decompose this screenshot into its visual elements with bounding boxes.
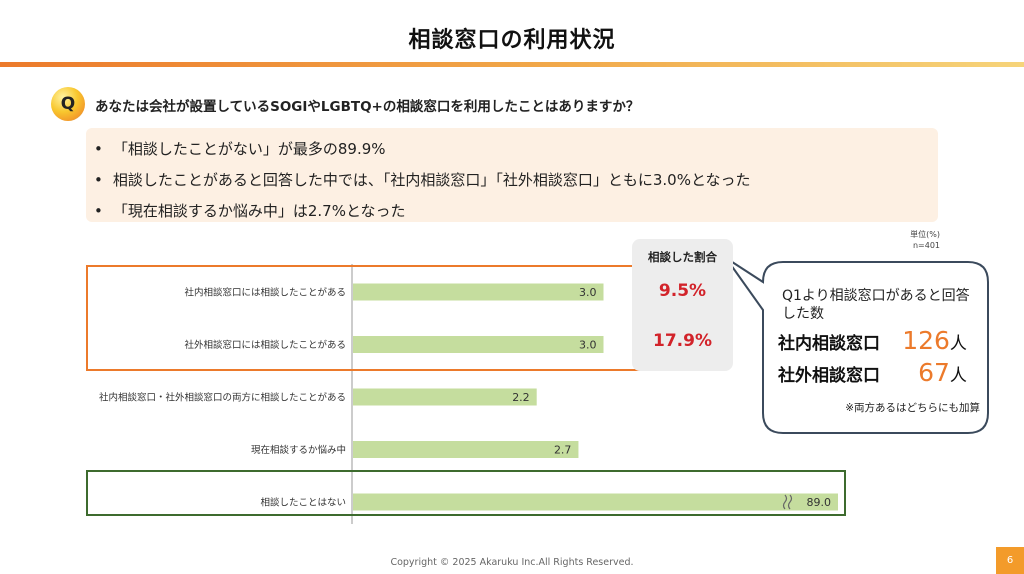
title-underline-bar: [0, 62, 1024, 67]
callout-row-label: 社外相談窓口: [778, 366, 880, 386]
summary-box: 「相談したことがない」が最多の89.9% 相談したことがあると回答した中では、「…: [86, 128, 938, 222]
axis-break-mark: [787, 494, 793, 510]
category-label: 社内相談窓口には相談したことがある: [184, 287, 346, 299]
ratio-value-internal: 9.5%: [658, 281, 707, 301]
category-label: 社内相談窓口・社外相談窓口の両方に相談したことがある: [99, 392, 346, 404]
page-number: 6: [996, 547, 1024, 574]
callout-row-count: 67: [918, 358, 950, 387]
callout-row-label: 社内相談窓口: [778, 334, 880, 354]
highlight-box-green: [86, 470, 846, 516]
value-label: 2.7: [554, 444, 572, 457]
bar: [353, 336, 604, 353]
highlight-box-orange: [86, 265, 650, 371]
value-label: 3.0: [579, 339, 597, 352]
axis-break-mark: [782, 494, 788, 510]
callout-row-external: 社外相談窓口 67人: [778, 358, 967, 387]
callout-intro: Q1より相談窓口があると回答した数: [782, 288, 970, 322]
category-label: 現在相談するか悩み中: [251, 444, 346, 456]
question-badge-icon: Q: [51, 87, 85, 121]
copyright: Copyright © 2025 Akaruku Inc.All Rights …: [390, 557, 634, 568]
summary-item: 相談したことがあると回答した中では、「社内相談窓口」「社外相談窓口」ともに3.0…: [94, 165, 938, 196]
bar: [353, 493, 838, 511]
slide-title: 相談窓口の利用状況: [408, 28, 616, 53]
unit-note: 単位(%) n=401: [880, 229, 940, 251]
summary-item: 「現在相談するか悩み中」は2.7%となった: [94, 196, 938, 227]
callout-row-count: 126: [902, 326, 950, 355]
sample-size-label: n=401: [912, 241, 940, 250]
ratio-heading: 相談した割合: [648, 250, 717, 264]
question-text: あなたは会社が設置しているSOGIやLGBTQ+の相談窓口を利用したことはありま…: [95, 99, 640, 115]
value-label: 3.0: [579, 286, 597, 299]
value-label: 2.2: [512, 391, 530, 404]
bar: [353, 388, 537, 406]
bar: [353, 441, 579, 458]
value-label: 89.0: [807, 496, 832, 509]
callout-row-internal: 社内相談窓口 126人: [778, 326, 967, 355]
callout-note: ※両方あるはどちらにも加算: [845, 402, 980, 414]
callout-row-unit: 人: [949, 334, 967, 354]
category-label: 社外相談窓口には相談したことがある: [184, 339, 346, 351]
ratio-box: 相談した割合 9.5% 17.9%: [632, 239, 733, 371]
category-label: 相談したことはない: [260, 497, 346, 509]
callout-row-unit: 人: [949, 366, 967, 386]
summary-item: 「相談したことがない」が最多の89.9%: [94, 134, 938, 165]
unit-label: 単位(%): [910, 230, 940, 239]
callout-bubble: [725, 257, 989, 434]
bar: [353, 283, 604, 301]
ratio-value-external: 17.9%: [653, 331, 712, 351]
